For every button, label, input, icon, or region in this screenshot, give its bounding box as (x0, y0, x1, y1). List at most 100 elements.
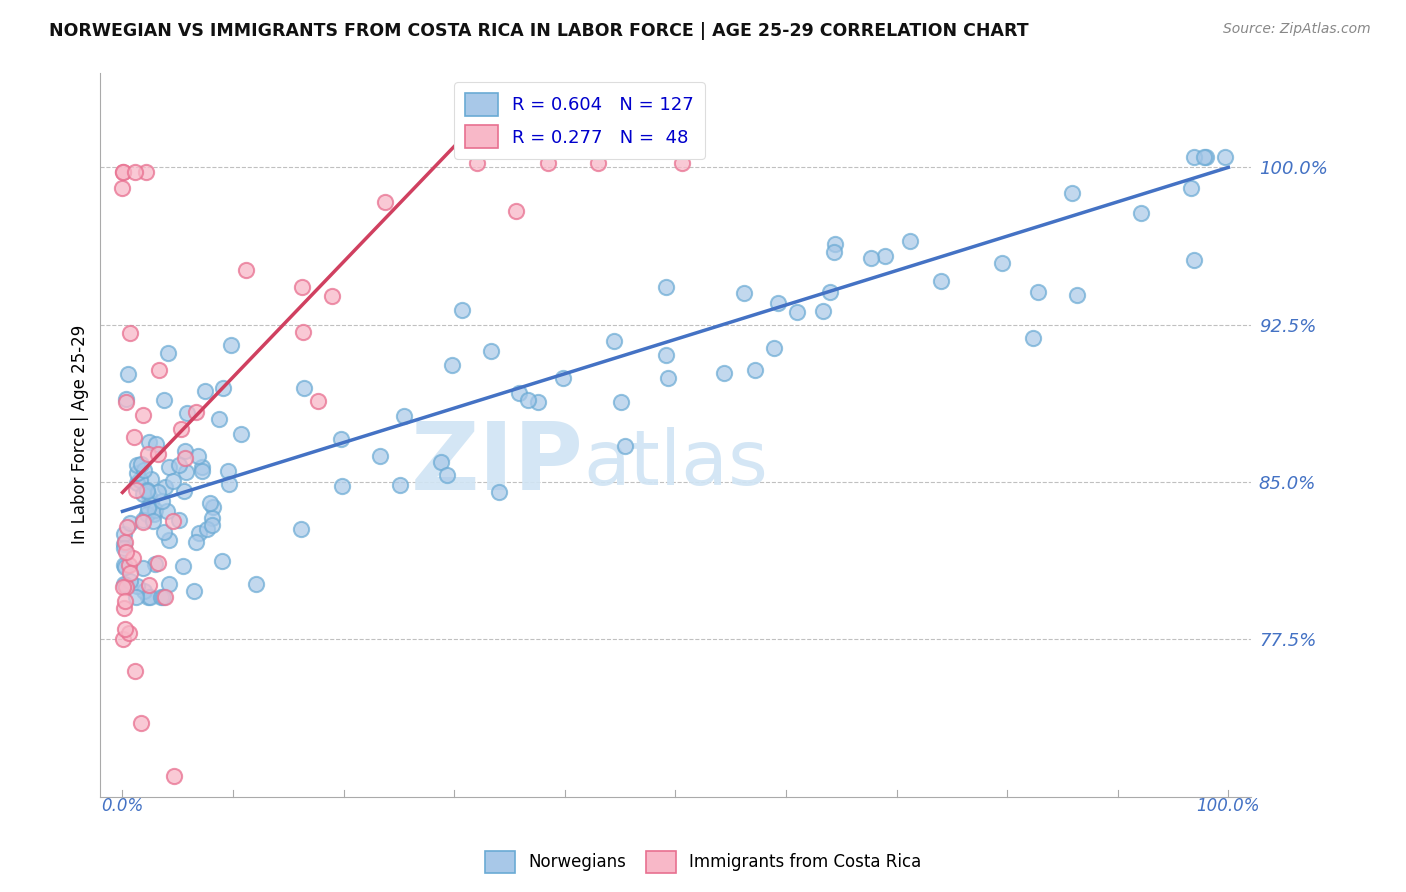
Point (929, 274, 952, 288)
Point (172, 559, 194, 574)
Point (198, 496, 221, 510)
Point (111, 580, 134, 594)
Point (145, 437, 167, 451)
Point (162, 768, 184, 782)
Point (191, 459, 214, 474)
Point (150, 493, 173, 508)
Point (610, 395, 633, 409)
Point (441, 358, 464, 372)
Point (132, 515, 155, 529)
Point (114, 594, 136, 608)
Point (153, 590, 176, 604)
Point (111, 164, 134, 178)
Point (211, 554, 233, 568)
Point (451, 303, 474, 318)
Point (162, 514, 184, 528)
Point (235, 263, 257, 277)
Point (112, 541, 135, 555)
Point (141, 472, 163, 486)
Point (152, 591, 174, 605)
Point (479, 344, 502, 359)
Point (115, 520, 138, 534)
Point (551, 371, 574, 385)
Point (112, 527, 135, 541)
Text: atlas: atlas (583, 426, 768, 500)
Point (136, 591, 159, 605)
Point (321, 289, 343, 303)
Point (374, 194, 396, 209)
Point (173, 484, 195, 499)
Point (187, 526, 209, 541)
Point (115, 545, 138, 559)
Point (132, 513, 155, 527)
Point (307, 393, 329, 408)
Point (146, 556, 169, 570)
Point (125, 483, 148, 498)
Point (136, 501, 159, 516)
Point (811, 304, 834, 318)
Point (111, 181, 134, 195)
Point (114, 392, 136, 406)
Point (430, 455, 453, 469)
Point (170, 421, 193, 435)
Point (167, 458, 190, 472)
Point (900, 234, 922, 248)
Point (330, 479, 353, 493)
Point (157, 533, 180, 547)
Point (194, 384, 217, 399)
Point (671, 156, 693, 170)
Point (733, 286, 755, 301)
Point (157, 460, 180, 475)
Point (1182, 150, 1205, 164)
Point (292, 381, 315, 395)
Point (536, 156, 558, 170)
Point (128, 473, 150, 487)
Point (744, 363, 766, 377)
Y-axis label: In Labor Force | Age 25-29: In Labor Force | Age 25-29 (72, 326, 89, 544)
Point (132, 487, 155, 501)
Point (186, 405, 208, 419)
Text: Source: ZipAtlas.com: Source: ZipAtlas.com (1223, 22, 1371, 37)
Point (111, 632, 134, 647)
Point (112, 600, 135, 615)
Point (1195, 150, 1218, 164)
Point (766, 296, 789, 310)
Point (824, 237, 846, 252)
Point (516, 392, 538, 407)
Point (115, 395, 138, 409)
Point (112, 558, 135, 572)
Point (162, 474, 184, 488)
Point (217, 465, 239, 479)
Point (657, 371, 679, 385)
Point (174, 465, 197, 479)
Point (586, 156, 609, 170)
Point (132, 583, 155, 598)
Point (291, 280, 314, 294)
Point (875, 249, 897, 263)
Point (219, 338, 242, 352)
Point (1180, 181, 1202, 195)
Point (465, 156, 488, 170)
Point (112, 537, 135, 551)
Point (195, 522, 218, 536)
Point (191, 465, 214, 479)
Text: ZIP: ZIP (411, 417, 583, 509)
Point (111, 164, 134, 178)
Point (139, 496, 162, 510)
Point (114, 535, 136, 549)
Point (127, 579, 149, 593)
Point (229, 426, 252, 441)
Point (508, 385, 530, 400)
Point (1021, 330, 1043, 344)
Point (488, 484, 510, 499)
Legend: Norwegians, Immigrants from Costa Rica: Norwegians, Immigrants from Costa Rica (478, 845, 928, 880)
Point (114, 560, 136, 574)
Point (187, 449, 209, 463)
Point (142, 514, 165, 528)
Point (991, 256, 1014, 270)
Point (135, 484, 157, 499)
Text: 100.0%: 100.0% (1197, 797, 1260, 814)
Point (368, 450, 391, 464)
Point (138, 435, 160, 450)
Point (1213, 150, 1236, 164)
